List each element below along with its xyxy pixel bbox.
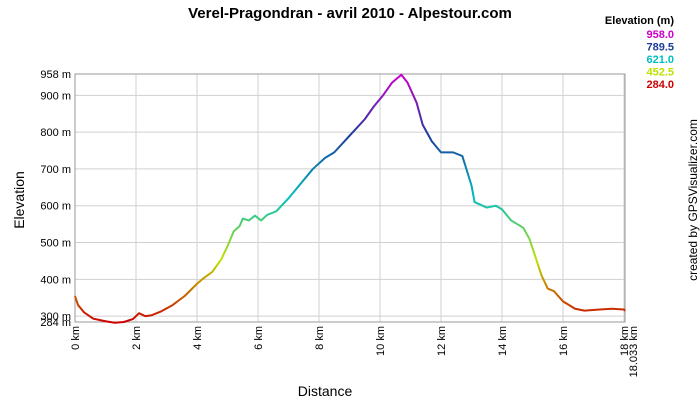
y-tick-label: 958 m (40, 69, 71, 81)
x-axis-label: Distance (298, 383, 353, 399)
y-axis-label: Elevation (11, 171, 27, 229)
legend-value: 789.5 (646, 42, 674, 54)
credit: created by GPSVisualizer.com (686, 119, 700, 281)
plot-frame (74, 73, 626, 323)
y-tick-label: 300 m (40, 311, 71, 323)
legend-value: 621.0 (646, 54, 674, 66)
x-tick-label: 10 km (375, 326, 387, 356)
x-tick-label: 8 km (314, 326, 326, 350)
y-tick-label: 800 m (40, 127, 71, 139)
y-tick-label: 600 m (40, 201, 71, 213)
y-tick-label: 900 m (40, 90, 71, 102)
x-tick-label: 18.033 km (628, 326, 640, 377)
x-tick-label: 14 km (497, 326, 509, 356)
y-tick-label: 700 m (40, 164, 71, 176)
x-tick-label: 4 km (192, 326, 204, 350)
x-tick-label: 16 km (558, 326, 570, 356)
y-tick-label: 400 m (40, 274, 71, 286)
legend-title: Elevation (m) (605, 15, 674, 27)
legend-value: 958.0 (646, 29, 674, 41)
chart-title: Verel-Pragondran - avril 2010 - Alpestou… (188, 5, 512, 22)
elevation-line (74, 73, 626, 324)
x-tick-label: 2 km (131, 326, 143, 350)
x-tick-label: 12 km (436, 326, 448, 356)
legend-value: 284.0 (646, 79, 674, 91)
y-tick-label: 284 m (40, 317, 71, 329)
y-tick-label: 500 m (40, 238, 71, 250)
x-tick-label: 18 km (619, 326, 631, 356)
legend-value: 452.5 (646, 67, 674, 79)
x-tick-label: 6 km (253, 326, 265, 350)
x-tick-label: 0 km (70, 326, 82, 350)
